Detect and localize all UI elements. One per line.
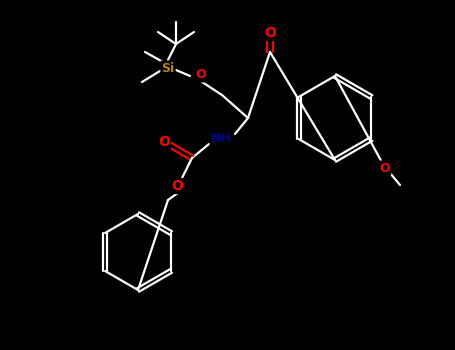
Text: O: O bbox=[264, 26, 276, 40]
Text: O: O bbox=[379, 161, 390, 175]
Text: O: O bbox=[171, 179, 183, 193]
Text: O: O bbox=[196, 69, 206, 82]
Text: O: O bbox=[158, 135, 170, 149]
Text: NH: NH bbox=[211, 132, 232, 145]
Text: Si: Si bbox=[162, 62, 175, 75]
